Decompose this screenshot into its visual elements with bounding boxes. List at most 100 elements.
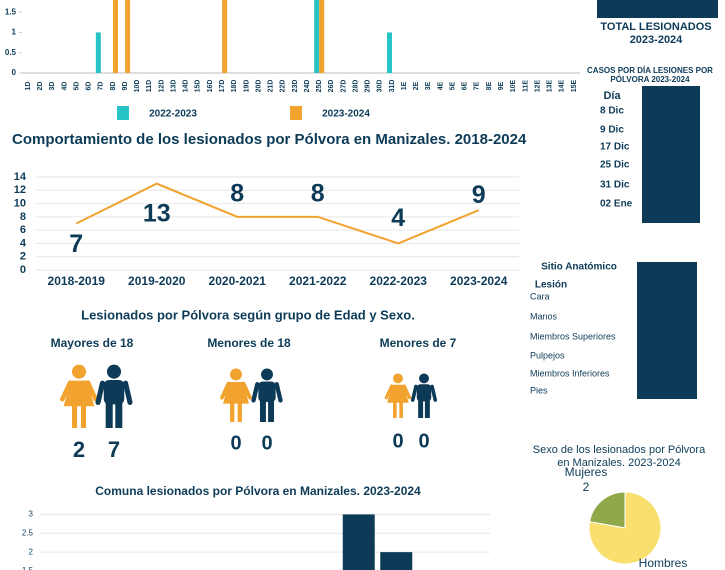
table-cell: 3 — [665, 159, 671, 171]
x-tick-label: 30D — [377, 80, 384, 93]
table-header: Casos — [651, 90, 684, 102]
legend-label: 2022-2023 — [149, 109, 197, 120]
x-tick-label: 11D — [146, 80, 153, 92]
table-cell: 25 Dic — [600, 160, 630, 171]
bar — [125, 0, 131, 74]
x-tick-label: 21D — [268, 80, 275, 93]
table-cell: 1 — [664, 292, 670, 303]
x-tick-label: 2E — [413, 81, 420, 90]
data-label: 8 — [230, 179, 244, 207]
x-tick-label: 29D — [365, 80, 372, 93]
x-tick-label: 22D — [280, 80, 287, 93]
y-tick-label: 8 — [20, 211, 26, 223]
x-tick-label: 12E — [534, 79, 541, 92]
person-leg — [259, 400, 266, 422]
x-tick-label: 2023-2024 — [450, 274, 508, 288]
x-tick-label: 31D — [389, 80, 396, 93]
x-tick-label: 13D — [170, 80, 177, 93]
table-title: PÓLVORA 2023-2024 — [610, 75, 690, 84]
person-leg — [105, 402, 113, 428]
x-tick-label: 26D — [328, 80, 335, 93]
person-arms — [251, 382, 283, 403]
data-label: 7 — [69, 230, 83, 258]
x-tick-label: 8D — [110, 82, 117, 91]
group-name: Menores de 18 — [207, 336, 291, 350]
person-leg — [115, 402, 123, 428]
pie-slice — [588, 491, 626, 529]
table-cell: 2 — [665, 141, 671, 153]
table-cell: 0 — [664, 332, 670, 343]
bar — [380, 552, 413, 570]
person-leg — [71, 404, 78, 428]
group-value: 0 — [392, 430, 403, 452]
x-tick-label: 1D — [25, 82, 32, 91]
person-leg — [393, 401, 397, 418]
group-value: 0 — [261, 432, 272, 454]
x-tick-label: 15E — [571, 79, 578, 92]
person-head — [261, 368, 273, 381]
table-cell: 9 Dic — [600, 125, 624, 136]
x-tick-label: 23D — [292, 80, 299, 93]
group-value: 0 — [418, 430, 429, 452]
x-tick-label: 5E — [449, 81, 456, 90]
x-tick-label: 6E — [462, 81, 469, 90]
pie-value: 2 — [583, 480, 590, 494]
table-header: Casos — [651, 267, 681, 278]
table-header: Día — [603, 90, 621, 102]
data-label: 9 — [472, 181, 486, 209]
y-tick-label: 2 — [29, 547, 34, 556]
x-tick-label: 6D — [86, 82, 93, 91]
table-header: Lesión — [535, 280, 567, 291]
person-body — [387, 384, 409, 403]
x-tick-label: 11E — [522, 80, 529, 92]
y-tick-label: 14 — [14, 171, 27, 183]
bar — [386, 32, 392, 73]
section-title: Lesionados por Pólvora según grupo de Ed… — [81, 307, 415, 322]
person-leg — [418, 400, 424, 418]
table-cell: 2 — [665, 124, 671, 136]
table-cell: 3 — [664, 312, 670, 323]
group-name: Mayores de 18 — [51, 336, 134, 350]
x-tick-label: 20D — [255, 80, 262, 93]
y-tick-label: 0 — [20, 264, 26, 276]
group-name: Menores de 7 — [380, 336, 457, 350]
table-title: CASOS POR DÍA LESIONES POR — [587, 66, 713, 75]
table-cell: Miembros Superiores — [530, 331, 616, 341]
table-cell: 2 — [665, 105, 671, 117]
total-label: TOTAL LESIONADOS — [600, 21, 711, 33]
y-tick-label: 10 — [14, 197, 26, 209]
table-cell: Pulpejos — [530, 350, 565, 360]
x-tick-label: 7E — [474, 81, 481, 90]
y-tick-label: 1 — [12, 28, 17, 37]
x-tick-label: 3E — [425, 81, 432, 90]
x-tick-label: 17D — [219, 80, 226, 93]
person-head — [230, 368, 242, 381]
legend-swatch — [117, 106, 129, 120]
x-tick-label: 4D — [61, 82, 68, 91]
x-tick-label: 9E — [498, 81, 505, 90]
pie-slice — [588, 491, 662, 565]
table-cell: 31 Dic — [600, 180, 630, 191]
table-cell: Pies — [530, 385, 548, 395]
table-column — [642, 86, 700, 223]
total-value: 9 — [648, 0, 662, 16]
bar — [342, 514, 375, 570]
table-cell: Cara — [530, 291, 550, 301]
legend-swatch — [290, 106, 302, 120]
x-tick-label: 4E — [437, 81, 444, 90]
x-tick-label: 10E — [510, 79, 517, 92]
legend-label: 2023-2024 — [322, 109, 370, 120]
pie-label: Mujeres — [565, 465, 608, 479]
x-tick-label: 2022-2023 — [370, 274, 428, 288]
x-tick-label: 7D — [98, 82, 105, 91]
x-tick-label: 12D — [158, 80, 165, 93]
person-body — [416, 384, 432, 402]
table-cell: Manos — [530, 311, 558, 321]
person-head — [106, 364, 122, 379]
x-tick-label: 10D — [134, 80, 141, 93]
table-header: Sitio Anatómico — [541, 262, 617, 273]
y-tick-label: 4 — [20, 237, 27, 249]
x-tick-label: 2D — [37, 82, 44, 91]
x-tick-label: 27D — [340, 80, 347, 93]
